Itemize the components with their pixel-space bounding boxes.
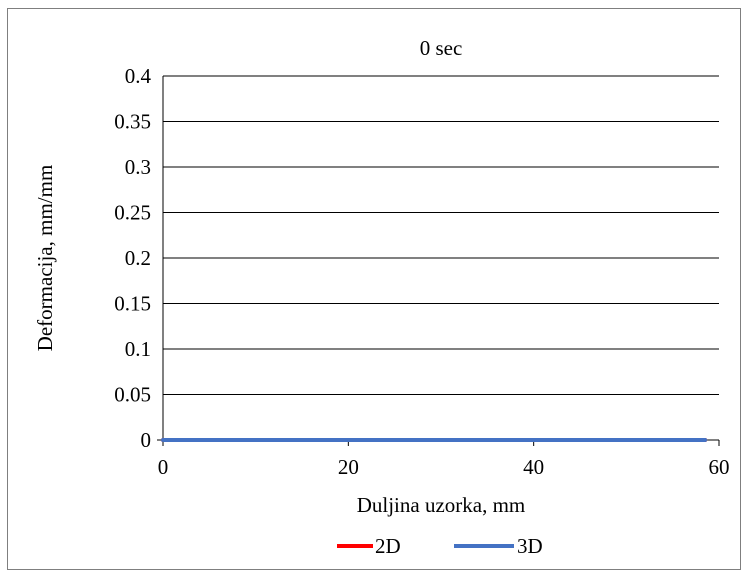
y-tick-label: 0.15 bbox=[114, 292, 151, 316]
legend-label-3D: 3D bbox=[517, 534, 543, 558]
y-tick-label: 0.1 bbox=[125, 337, 151, 361]
y-tick-label: 0.4 bbox=[125, 64, 152, 88]
chart-container bbox=[7, 8, 741, 570]
y-tick-label: 0 bbox=[141, 428, 152, 452]
y-tick-label: 0.3 bbox=[125, 155, 151, 179]
x-tick-labels: 0 20 40 60 bbox=[158, 455, 730, 479]
x-tick-label: 60 bbox=[709, 455, 730, 479]
y-tick-label: 0.05 bbox=[114, 383, 151, 407]
legend-label-2D: 2D bbox=[375, 534, 401, 558]
x-tick-label: 40 bbox=[523, 455, 544, 479]
x-tick-label: 0 bbox=[158, 455, 169, 479]
y-tick-label: 0.35 bbox=[114, 110, 151, 134]
y-axis-label: Deformacija, mm/mm bbox=[33, 165, 57, 352]
axes bbox=[157, 76, 720, 446]
gridlines bbox=[163, 75, 719, 395]
x-tick-label: 20 bbox=[338, 455, 359, 479]
y-tick-label: 0.25 bbox=[114, 201, 151, 225]
x-axis-label: Duljina uzorka, mm bbox=[357, 493, 526, 517]
y-tick-labels: 0 0.05 0.1 0.15 0.2 0.25 0.3 0.35 0.4 bbox=[114, 64, 151, 452]
chart-title: 0 sec bbox=[420, 36, 463, 60]
y-tick-label: 0.2 bbox=[125, 246, 151, 270]
legend: 2D 3D bbox=[337, 534, 543, 558]
